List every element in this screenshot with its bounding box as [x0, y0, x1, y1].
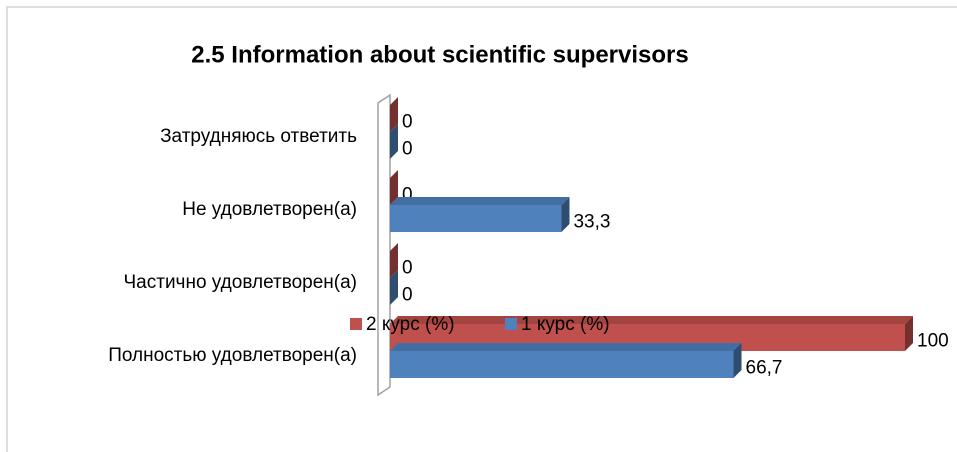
- bar-side: [390, 243, 398, 278]
- value-label: 0: [402, 139, 413, 160]
- bar-side: [733, 343, 742, 378]
- bar-top: [390, 197, 570, 205]
- value-label: 0: [402, 258, 413, 279]
- bar-side: [905, 316, 913, 351]
- value-label: 0: [402, 112, 413, 133]
- legend-swatch: [350, 318, 362, 330]
- value-label: 0: [402, 285, 413, 306]
- bar-side: [561, 197, 570, 232]
- bar-side: [390, 270, 398, 305]
- bar-side: [390, 124, 398, 159]
- y-tick-label: Не удовлетворен(а): [182, 199, 357, 220]
- y-tick-label: Затрудняюсь ответить: [160, 126, 357, 147]
- bar-top: [390, 343, 742, 351]
- value-label: 0: [402, 185, 413, 206]
- legend-label: 2 курс (%): [366, 314, 455, 335]
- legend-swatch: [505, 318, 517, 330]
- y-tick-label: Частично удовлетворен(а): [124, 272, 357, 293]
- bar: [390, 351, 734, 378]
- bar: [390, 205, 562, 232]
- bar-top: [390, 316, 913, 324]
- value-label: 100: [917, 331, 949, 352]
- y-tick-label: Полностью удовлетворен(а): [108, 345, 357, 366]
- value-label: 33,3: [573, 212, 610, 233]
- legend-label: 1 курс (%): [521, 314, 610, 335]
- value-label: 66,7: [746, 358, 783, 379]
- bar-side: [390, 97, 398, 132]
- axis-wall: [377, 93, 391, 397]
- chart-title: 2.5 Information about scientific supervi…: [191, 41, 688, 68]
- chart-frame: [6, 6, 957, 452]
- bar-side: [390, 170, 398, 205]
